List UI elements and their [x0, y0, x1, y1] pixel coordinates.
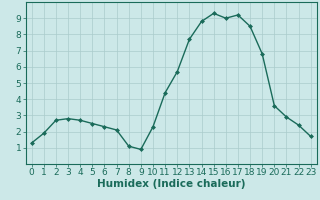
- X-axis label: Humidex (Indice chaleur): Humidex (Indice chaleur): [97, 179, 245, 189]
